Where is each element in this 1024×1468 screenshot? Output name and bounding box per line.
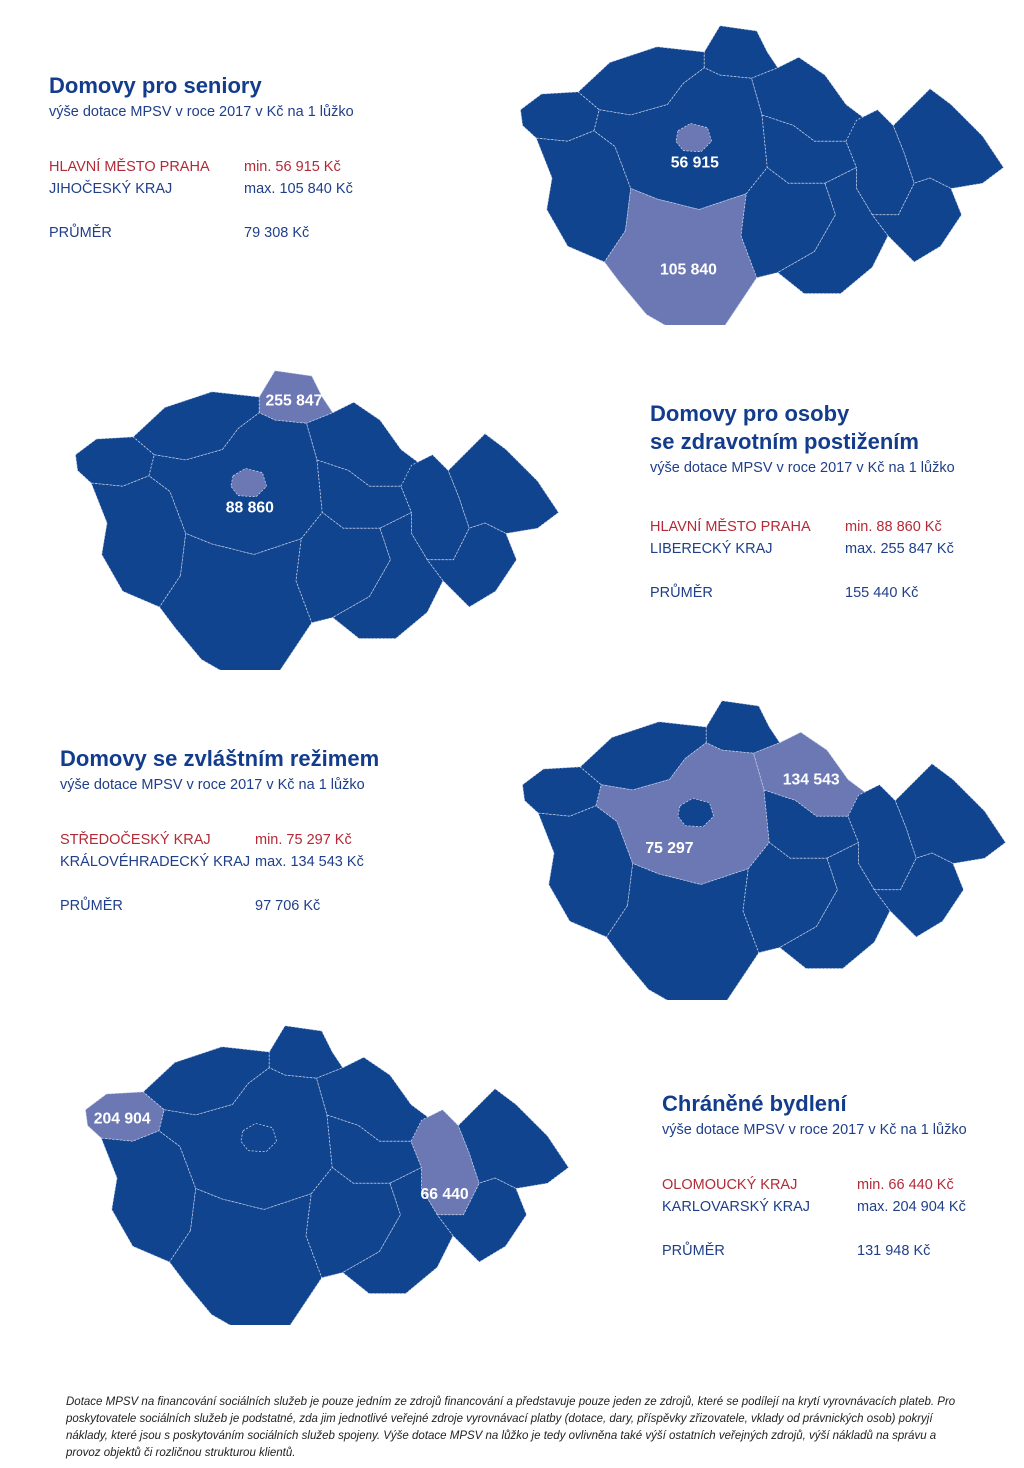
- max-region: JIHOČESKÝ KRAJ: [49, 181, 173, 197]
- panel-subtitle: výše dotace MPSV v roce 2017 v Kč na 1 l…: [650, 460, 955, 476]
- map-value-label: 204 904: [94, 1110, 151, 1127]
- avg-row: PRŮMĚR 79 308 Kč: [49, 222, 354, 244]
- panel-disabled-text: Domovy pro osoby se zdravotním postižení…: [650, 400, 955, 604]
- map-value-label: 88 860: [226, 500, 274, 517]
- region-jihomoravsky: [777, 166, 889, 294]
- map-special: 134 543 75 297: [522, 700, 1006, 1000]
- region-jihomoravsky: [332, 511, 444, 639]
- region-moravskoslezsky: [892, 88, 1004, 189]
- region-liberecky: [705, 700, 781, 754]
- panel-subtitle: výše dotace MPSV v roce 2017 v Kč na 1 l…: [662, 1122, 967, 1138]
- avg-label: PRŮMĚR: [60, 898, 123, 914]
- min-region: OLOMOUCKÝ KRAJ: [662, 1177, 798, 1193]
- region-praha: [230, 468, 268, 498]
- min-row: OLOMOUCKÝ KRAJ min. 66 440 Kč: [662, 1174, 967, 1196]
- footnote: Dotace MPSV na financování sociálních sl…: [66, 1396, 956, 1459]
- region-moravskoslezsky: [447, 433, 559, 534]
- panel-subtitle: výše dotace MPSV v roce 2017 v Kč na 1 l…: [60, 777, 365, 793]
- avg-label: PRŮMĚR: [49, 225, 112, 241]
- region-liberecky: [703, 25, 779, 79]
- min-value: min. 56 915 Kč: [244, 159, 341, 175]
- min-row: HLAVNÍ MĚSTO PRAHA min. 56 915 Kč: [49, 156, 354, 178]
- max-value: max. 255 847 Kč: [845, 541, 954, 557]
- region-moravskoslezsky: [894, 763, 1006, 864]
- panel-seniors-text: Domovy pro seniory výše dotace MPSV v ro…: [49, 72, 354, 244]
- map-value-label: 75 297: [645, 840, 693, 857]
- panel-special-text: Domovy se zvláštním režimem výše dotace …: [60, 745, 379, 917]
- min-row: HLAVNÍ MĚSTO PRAHA min. 88 860 Kč: [650, 516, 955, 538]
- max-row: KARLOVARSKÝ KRAJ max. 204 904 Kč: [662, 1196, 967, 1218]
- stats-block: HLAVNÍ MĚSTO PRAHA min. 56 915 Kč JIHOČES…: [49, 156, 354, 244]
- min-value: min. 88 860 Kč: [845, 519, 942, 535]
- panel-title-line2: se zdravotním postižením: [650, 429, 919, 454]
- max-row: KRÁLOVÉHRADECKÝ KRAJ max. 134 543 Kč: [60, 851, 379, 873]
- region-jihomoravsky: [779, 841, 891, 969]
- panel-subtitle: výše dotace MPSV v roce 2017 v Kč na 1 l…: [49, 104, 354, 120]
- avg-label: PRŮMĚR: [650, 585, 713, 601]
- avg-value: 131 948 Kč: [857, 1243, 931, 1259]
- avg-value: 79 308 Kč: [244, 225, 310, 241]
- map-value-label: 56 915: [671, 155, 719, 172]
- region-jihomoravsky: [342, 1166, 454, 1294]
- stats-block: HLAVNÍ MĚSTO PRAHA min. 88 860 Kč LIBEREC…: [650, 516, 955, 604]
- min-value: min. 66 440 Kč: [857, 1177, 954, 1193]
- min-region: HLAVNÍ MĚSTO PRAHA: [650, 519, 811, 535]
- map-value-label: 66 440: [421, 1186, 469, 1203]
- map-value-label: 255 847: [265, 392, 322, 409]
- max-row: LIBERECKÝ KRAJ max. 255 847 Kč: [650, 538, 955, 560]
- region-praha: [240, 1123, 278, 1153]
- min-region: HLAVNÍ MĚSTO PRAHA: [49, 159, 210, 175]
- avg-value: 155 440 Kč: [845, 585, 919, 601]
- panel-title: Chráněné bydlení: [662, 1091, 847, 1116]
- min-row: STŘEDOČESKÝ KRAJ min. 75 297 Kč: [60, 829, 379, 851]
- region-zlinsky: [873, 852, 964, 938]
- region-moravskoslezsky: [457, 1088, 569, 1189]
- max-value: max. 134 543 Kč: [255, 854, 364, 870]
- region-zlinsky: [871, 177, 962, 263]
- region-praha: [675, 123, 713, 153]
- panel-title: Domovy se zvláštním režimem: [60, 746, 380, 771]
- map-value-label: 105 840: [660, 262, 717, 279]
- region-liberecky: [258, 370, 334, 424]
- map-seniors: 56 915 105 840: [520, 25, 1004, 325]
- avg-value: 97 706 Kč: [255, 898, 321, 914]
- avg-label: PRŮMĚR: [662, 1243, 725, 1259]
- map-disabled: 255 847 88 860: [75, 370, 559, 670]
- region-praha: [677, 798, 715, 828]
- max-region: KARLOVARSKÝ KRAJ: [662, 1199, 811, 1215]
- avg-row: PRŮMĚR 97 706 Kč: [60, 895, 379, 917]
- max-value: max. 105 840 Kč: [244, 181, 353, 197]
- panel-title: Domovy pro osoby: [650, 401, 850, 426]
- max-row: JIHOČESKÝ KRAJ max. 105 840 Kč: [49, 178, 354, 200]
- min-value: min. 75 297 Kč: [255, 832, 352, 848]
- region-zlinsky: [436, 1177, 527, 1263]
- map-value-label: 134 543: [783, 772, 840, 789]
- max-region: LIBERECKÝ KRAJ: [650, 541, 773, 557]
- max-value: max. 204 904 Kč: [857, 1199, 966, 1215]
- avg-row: PRŮMĚR 131 948 Kč: [662, 1240, 967, 1262]
- min-region: STŘEDOČESKÝ KRAJ: [60, 832, 211, 848]
- avg-row: PRŮMĚR 155 440 Kč: [650, 582, 955, 604]
- stats-block: STŘEDOČESKÝ KRAJ min. 75 297 Kč KRÁLOVÉHR…: [60, 829, 379, 917]
- region-zlinsky: [426, 522, 517, 608]
- panel-sheltered-text: Chráněné bydlení výše dotace MPSV v roce…: [662, 1090, 967, 1262]
- panel-title: Domovy pro seniory: [49, 73, 262, 98]
- region-liberecky: [268, 1025, 344, 1079]
- stats-block: OLOMOUCKÝ KRAJ min. 66 440 Kč KARLOVARSKÝ…: [662, 1174, 967, 1262]
- map-sheltered: 204 904 66 440: [85, 1025, 569, 1325]
- max-region: KRÁLOVÉHRADECKÝ KRAJ: [60, 854, 251, 870]
